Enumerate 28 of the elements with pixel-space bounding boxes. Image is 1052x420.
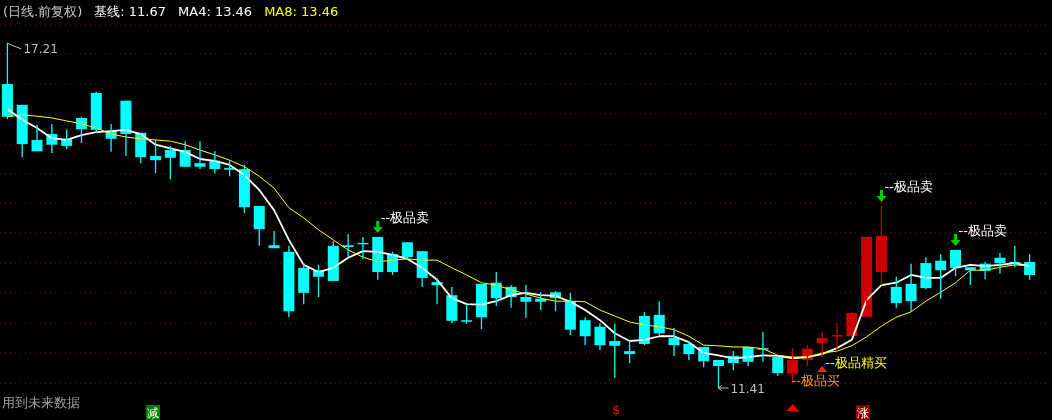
candlestick: [579, 316, 591, 346]
annotation: 17.21: [23, 42, 58, 56]
text: 基线: 11.67: [94, 4, 167, 19]
annotation: --极品精买: [825, 355, 887, 371]
candlestick: [772, 356, 784, 377]
candlestick: [890, 276, 902, 309]
annotation: --极品买: [791, 373, 840, 389]
text: $: [612, 402, 621, 417]
candlestick: [831, 322, 843, 352]
candlestick: [624, 340, 636, 364]
candlestick: [816, 331, 828, 358]
candlestick: [861, 236, 873, 318]
candlestick: [875, 205, 887, 286]
text: 用到未来数据: [2, 395, 80, 410]
candlestick: [164, 145, 176, 180]
candlestick: [253, 205, 265, 247]
candlestick: [712, 359, 724, 389]
chart-title: (日线.前复权): [3, 4, 83, 19]
candlestick: [461, 304, 473, 325]
annotation: --极品卖: [380, 209, 430, 225]
candlestick: [194, 140, 206, 170]
candlestick: [609, 323, 621, 379]
annotation: 11.41: [730, 382, 765, 396]
text: MA4: 13.46: [178, 4, 253, 19]
annotation: --极品卖: [884, 178, 933, 194]
annotation: --极品卖: [958, 223, 1007, 238]
candlestick: [298, 262, 310, 305]
text: MA8: 13.46: [264, 4, 339, 19]
